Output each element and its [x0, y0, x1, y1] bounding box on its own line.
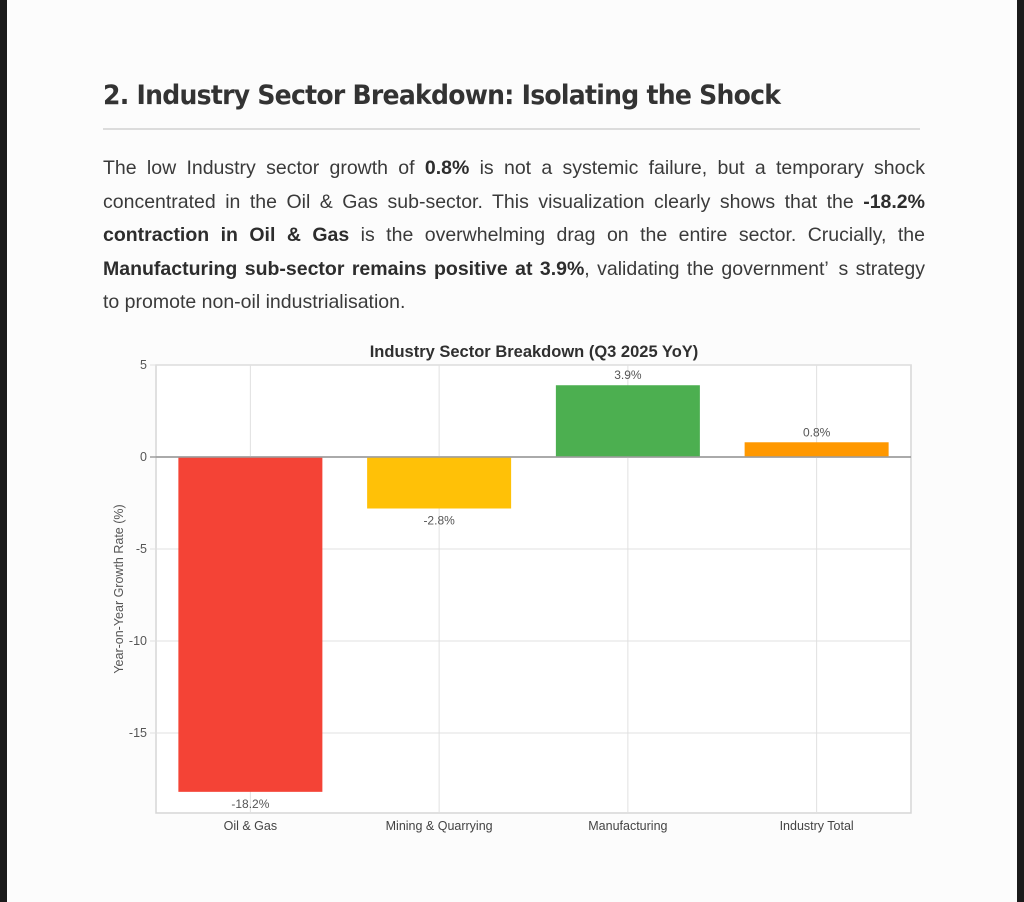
y-axis-label: Year-on-Year Growth Rate (%) — [112, 504, 126, 673]
heading-divider — [103, 128, 920, 130]
bar-manufacturing — [555, 385, 700, 457]
bar-mining-quarrying — [367, 456, 512, 509]
paragraph-text: is not a systemic failure, but a tempora… — [103, 157, 925, 213]
x-tick-label: Mining & Quarrying — [386, 819, 493, 833]
paragraph-bold-text: 0.8% — [424, 157, 470, 179]
y-tick-label: 5 — [140, 358, 147, 372]
bar-industry-total — [744, 442, 889, 457]
y-tick-label: -5 — [136, 542, 147, 556]
y-tick-label: -15 — [129, 726, 147, 740]
section-paragraph: The low Industry sector growth of 0.8% i… — [103, 152, 925, 320]
bar-oil-gas — [178, 456, 323, 792]
paragraph-bold-text: Manufacturing sub-sector remains positiv… — [103, 257, 585, 280]
data-label: -2.8% — [423, 514, 455, 528]
chart-title: Industry Sector Breakdown (Q3 2025 YoY) — [370, 343, 699, 361]
section-heading: 2. Industry Sector Breakdown: Isolating … — [103, 80, 781, 111]
y-tick-label: 0 — [140, 450, 147, 464]
paragraph-bold-text: -18.2% contraction in Oil & Gas — [103, 190, 925, 247]
data-label: -18.2% — [231, 797, 269, 811]
y-tick-label: -10 — [129, 634, 147, 648]
x-tick-label: Oil & Gas — [224, 819, 278, 833]
x-tick-label: Manufacturing — [588, 819, 667, 833]
data-label: 3.9% — [614, 368, 642, 382]
paragraph-text: , validating the government’ s strategy … — [103, 257, 925, 314]
data-label: 0.8% — [803, 425, 831, 439]
paragraph-text: is the overwhelming drag on the entire s… — [349, 224, 926, 246]
x-tick-label: Industry Total — [780, 819, 854, 833]
paragraph-text: The low Industry sector growth of — [103, 157, 425, 179]
